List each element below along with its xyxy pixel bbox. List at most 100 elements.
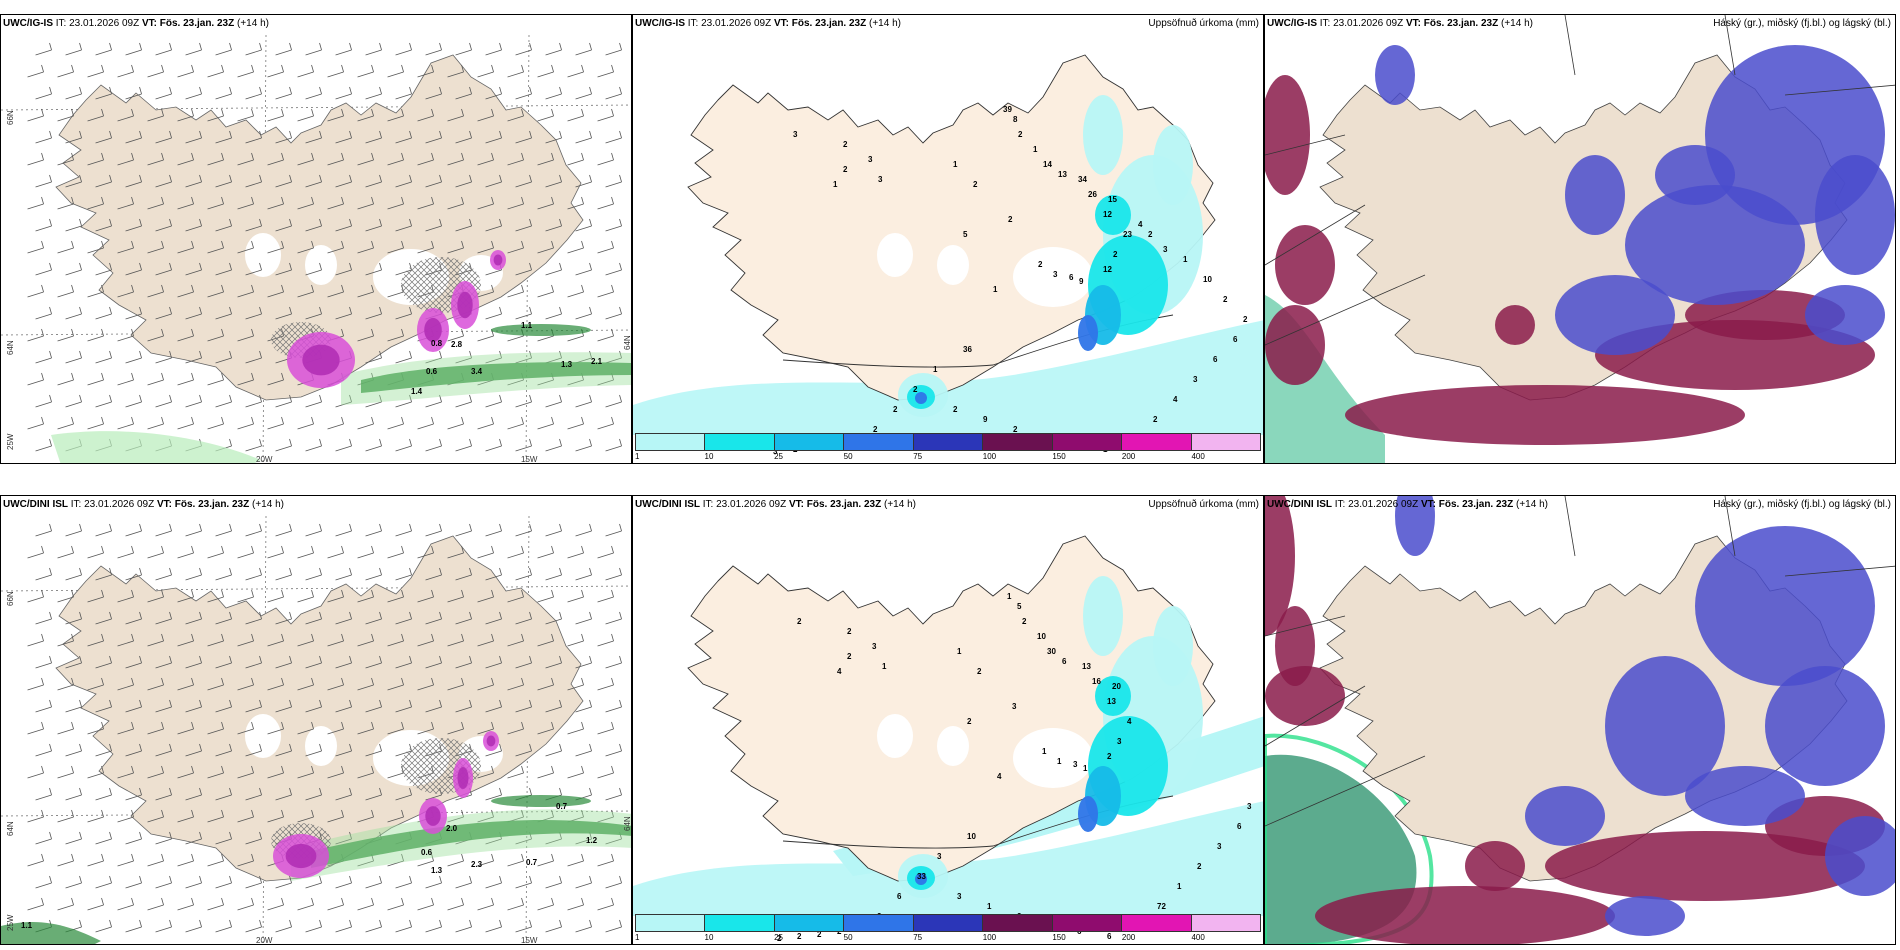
wind-map <box>1 515 631 944</box>
legend-swatch <box>913 915 984 931</box>
domain-boundary <box>1265 204 1366 266</box>
mid-cloud <box>1595 320 1875 390</box>
precip-band-halo <box>341 352 631 405</box>
precip-value-label: 1.1 <box>21 921 33 930</box>
latitude-label: 64N <box>623 335 632 350</box>
precip-value-label: 0.7 <box>556 802 568 811</box>
precip-value: 2 <box>847 627 852 636</box>
precip-value: 2 <box>953 405 958 414</box>
legend-ticks: 1 10 25 50 75 100 150 200 400 <box>635 932 1261 944</box>
title-lead: (+14 h) <box>884 499 916 510</box>
high-cloud-edge <box>1265 733 1434 944</box>
legend-tick-label: 200 <box>1121 933 1136 942</box>
precip-value: 12 <box>1103 210 1112 219</box>
color-legend: 1 10 25 50 75 100 150 200 400 <box>635 433 1261 461</box>
title-model: UWC/IG-IS <box>1267 18 1317 29</box>
glacier <box>877 233 913 277</box>
mid-cloud <box>1345 385 1745 445</box>
precip-field-offshore <box>633 801 1263 916</box>
precip-value: 10 <box>1037 632 1046 641</box>
precip-value: 3 <box>1117 737 1122 746</box>
precip-value: 3 <box>1217 842 1222 851</box>
precip-value-label: 0.6 <box>426 367 438 376</box>
wind-barbs <box>27 523 622 933</box>
legend-swatch <box>774 434 845 450</box>
precip-value: 2 <box>977 667 982 676</box>
precip-value: 2 <box>1153 415 1158 424</box>
precip-value: 1 <box>953 160 958 169</box>
precip-value: 2 <box>843 140 848 149</box>
precip-value: 72 <box>1157 902 1166 911</box>
latitude-label: 66N <box>6 591 15 606</box>
legend-tick-label: 200 <box>1121 452 1136 461</box>
low-cloud <box>1605 896 1685 936</box>
legend-bar <box>635 433 1261 451</box>
iceland-land <box>55 535 584 882</box>
precip-value: 2 <box>1018 130 1023 139</box>
wind-barbs <box>27 42 622 452</box>
precip-core <box>1083 95 1123 175</box>
longitude-label: 25W <box>6 914 15 931</box>
title-vt-label: VT: <box>141 18 157 29</box>
latitude-label: 64N <box>623 816 632 831</box>
low-cloud <box>1395 496 1435 556</box>
precip-value: 23 <box>1123 230 1132 239</box>
convective-cell-core <box>302 344 340 376</box>
convective-cell-core <box>457 767 469 789</box>
precip-value-label: 2.1 <box>591 357 603 366</box>
mid-cloud <box>1465 841 1525 891</box>
precip-value: 8 <box>1013 115 1018 124</box>
title-vt-label: VT: <box>788 499 804 510</box>
legend-tick-label: 10 <box>704 933 714 942</box>
precip-core <box>1095 195 1131 235</box>
panel-title: UWC/IG-IS IT: 23.01.2026 09Z VT: Fös. 23… <box>1267 18 1533 29</box>
precip-value: 6 <box>1062 657 1067 666</box>
precip-value: 1 <box>1057 757 1062 766</box>
convective-cell-core <box>486 735 496 747</box>
title-it: 23.01.2026 09Z <box>716 499 787 510</box>
title-it-label: IT: <box>687 18 699 29</box>
legend-tick-label: 1 <box>635 933 640 942</box>
precip-map <box>633 535 1263 916</box>
precip-value: 2 <box>777 934 782 943</box>
precip-panel-dini: 2 3 2 4 2 1 1 2 3 2 4 1 1 3 1 2 3 4 13 20 16 13 6 30 10 2 5 1 10 3 33 6… <box>632 495 1264 945</box>
glacier <box>245 714 281 758</box>
latitude-label: 64N <box>6 340 15 355</box>
legend-tick-label: 50 <box>843 933 853 942</box>
legend-swatch <box>844 434 914 450</box>
precip-band-halo <box>291 809 631 881</box>
title-it: 23.01.2026 09Z <box>84 499 155 510</box>
title-vt: Fös. 23.jan. 23Z <box>791 18 867 29</box>
glacier <box>245 233 281 277</box>
legend-tick-label: 1 <box>635 452 640 461</box>
precip-value: 9 <box>1079 277 1084 286</box>
precip-band-east <box>491 795 591 807</box>
legend-swatch <box>636 915 706 931</box>
panel-title: UWC/IG-IS IT: 23.01.2026 09Z VT: Fös. 23… <box>3 18 269 29</box>
precip-value: 2 <box>1243 315 1248 324</box>
precip-value: 2 <box>1197 862 1202 871</box>
title-vt-label: VT: <box>1405 18 1421 29</box>
precip-value: 1 <box>993 285 998 294</box>
precip-value: 33 <box>917 872 926 881</box>
legend-tick-label: 400 <box>1191 452 1205 461</box>
legend-swatch <box>983 915 1053 931</box>
precip-core <box>1153 125 1193 205</box>
precip-value: 1 <box>882 662 887 671</box>
precip-core <box>1095 676 1131 716</box>
panel-title: UWC/IG-IS IT: 23.01.2026 09Z VT: Fös. 23… <box>635 18 901 29</box>
low-cloud <box>1565 155 1625 235</box>
title-model: UWC/DINI ISL <box>3 499 68 510</box>
legend-swatch <box>844 915 914 931</box>
precip-value: 4 <box>1127 717 1132 726</box>
precip-band-southwest <box>51 431 261 463</box>
precip-core <box>1078 315 1098 351</box>
convective-cell-core <box>424 317 442 343</box>
longitude-label: 20W <box>256 936 273 945</box>
title-vt: Fös. 23.jan. 23Z <box>159 18 235 29</box>
convective-cell-core <box>425 806 441 826</box>
mid-cloud <box>1265 75 1310 195</box>
legend-tick-label: 75 <box>913 452 923 461</box>
precip-value: 2 <box>797 617 802 626</box>
low-cloud <box>1555 275 1675 355</box>
